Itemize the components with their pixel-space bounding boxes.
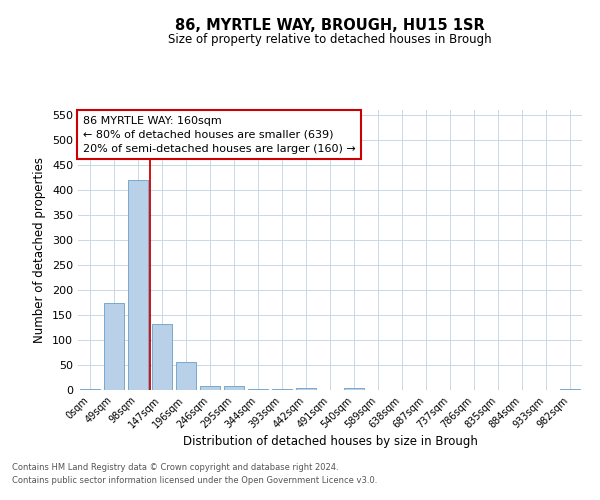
Bar <box>80 388 100 390</box>
Text: Contains public sector information licensed under the Open Government Licence v3: Contains public sector information licen… <box>12 476 377 485</box>
Text: Contains HM Land Registry data © Crown copyright and database right 2024.: Contains HM Land Registry data © Crown c… <box>12 464 338 472</box>
Bar <box>248 389 268 390</box>
Bar <box>296 388 316 390</box>
Y-axis label: Number of detached properties: Number of detached properties <box>34 157 46 343</box>
X-axis label: Distribution of detached houses by size in Brough: Distribution of detached houses by size … <box>182 436 478 448</box>
Text: 86, MYRTLE WAY, BROUGH, HU15 1SR: 86, MYRTLE WAY, BROUGH, HU15 1SR <box>175 18 485 32</box>
Bar <box>176 362 196 390</box>
Text: Size of property relative to detached houses in Brough: Size of property relative to detached ho… <box>168 32 492 46</box>
Text: 86 MYRTLE WAY: 160sqm
← 80% of detached houses are smaller (639)
20% of semi-det: 86 MYRTLE WAY: 160sqm ← 80% of detached … <box>83 116 356 154</box>
Bar <box>272 389 292 390</box>
Bar <box>200 386 220 390</box>
Bar <box>128 180 148 390</box>
Bar <box>344 388 364 390</box>
Bar <box>560 388 580 390</box>
Bar <box>224 386 244 390</box>
Bar <box>104 302 124 390</box>
Bar <box>152 324 172 390</box>
